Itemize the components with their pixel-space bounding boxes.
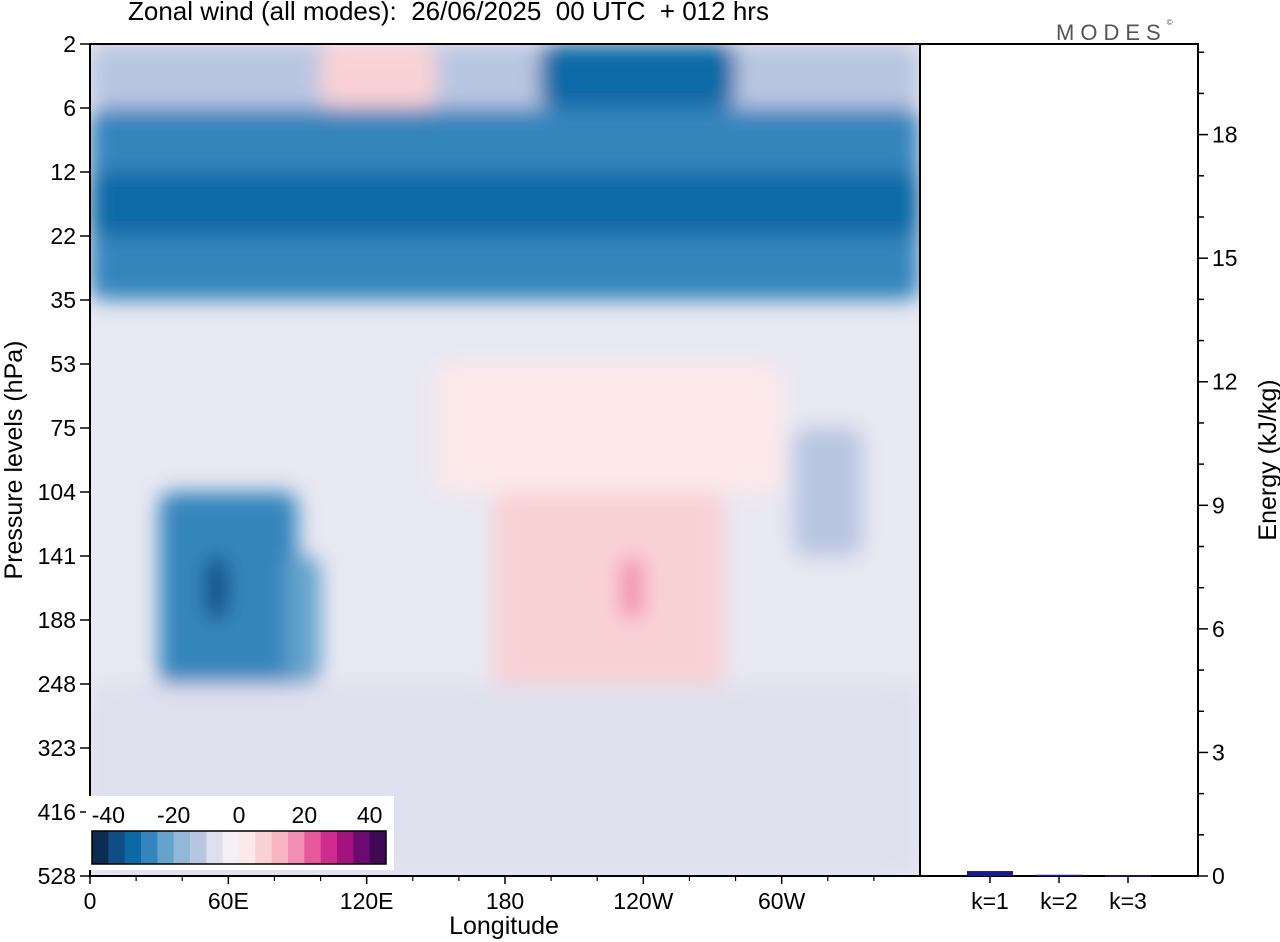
heatmap-plot — [89, 43, 921, 877]
heatmap-region — [205, 556, 229, 620]
y-axis-label: Pressure levels (hPa) — [0, 341, 28, 580]
energy-tick-label: 18 — [1212, 122, 1238, 148]
energy-bar-plot: 0 3 6 9 12 15 18 k=1 k=2 k=3 — [919, 43, 1238, 914]
energy-bar — [1036, 874, 1082, 877]
x-tick-label: 0 — [84, 888, 97, 914]
x-tick-label: 120W — [613, 888, 673, 914]
colorbar-swatch — [320, 831, 338, 864]
y-tick-label: 248 — [38, 671, 76, 697]
colorbar-swatch — [239, 831, 256, 864]
x-tick-label: 120E — [340, 888, 394, 914]
colorbar-swatch — [255, 831, 273, 864]
heatmap-region — [793, 428, 863, 556]
colorbar-swatch — [337, 831, 354, 864]
energy-plot-frame — [919, 43, 1199, 877]
y-tick-label: 35 — [50, 287, 76, 313]
colorbar-swatch — [288, 831, 305, 864]
chart-title: Zonal wind (all modes): 26/06/2025 00 UT… — [128, 0, 769, 26]
heatmap-region — [90, 44, 920, 108]
heatmap-region — [320, 44, 436, 108]
energy-category-label: k=3 — [1109, 888, 1147, 914]
y-tick-label: 6 — [63, 95, 76, 121]
colorbar-swatch — [271, 831, 289, 864]
y-tick-label: 22 — [50, 223, 76, 249]
brand-mark: © — [1166, 18, 1173, 27]
energy-tick-label: 9 — [1212, 492, 1225, 518]
brand-logo: MODES© — [1056, 18, 1173, 46]
x-tick-label: 180 — [486, 888, 524, 914]
energy-tick-label: 3 — [1212, 739, 1225, 765]
y-tick-label: 12 — [50, 159, 76, 185]
heatmap-region — [285, 556, 321, 684]
colorbar-swatch — [304, 831, 322, 864]
energy-category-axis: k=1 k=2 k=3 — [971, 876, 1147, 914]
y-tick-label: 416 — [38, 799, 76, 825]
colorbar-tick-label: 0 — [233, 802, 246, 828]
colorbar-swatch — [206, 831, 224, 864]
energy-tick-label: 15 — [1212, 245, 1238, 271]
x-tick-label: 60E — [208, 888, 249, 914]
colorbar-swatch — [190, 831, 207, 864]
y-axis: 2 6 12 22 35 53 75 104 141 188 248 323 416 528 — [38, 31, 90, 889]
energy-bar — [1105, 875, 1151, 877]
energy-tick-label: 12 — [1212, 369, 1238, 395]
colorbar-swatches — [92, 831, 387, 864]
y-tick-label: 141 — [38, 543, 76, 569]
y-tick-label: 2 — [63, 31, 76, 57]
brand-text: MODES — [1056, 20, 1167, 45]
colorbar-tick-label: -20 — [157, 802, 190, 828]
energy-bars — [967, 871, 1151, 877]
colorbar-swatch — [92, 831, 109, 864]
colorbar-swatch — [108, 831, 126, 864]
energy-tick-label: 0 — [1212, 863, 1225, 889]
x-axis-label: Longitude — [449, 912, 559, 940]
heatmap-region — [539, 44, 736, 108]
colorbar-tick-label: 40 — [357, 802, 383, 828]
heatmap-region — [90, 172, 920, 236]
colorbar-tick-label: 20 — [292, 802, 318, 828]
colorbar-swatch — [141, 831, 158, 864]
x-axis: 0 60E 120E 180 120W 60W — [84, 876, 875, 914]
colorbar-swatch — [173, 831, 191, 864]
y-tick-label: 75 — [50, 415, 76, 441]
colorbar-tick-label: -40 — [92, 802, 125, 828]
energy-axis: 0 3 6 9 12 15 18 — [1198, 51, 1238, 889]
y-tick-label: 53 — [50, 351, 76, 377]
y-tick-label: 323 — [38, 735, 76, 761]
heatmap-region — [435, 364, 782, 492]
colorbar: -40 -20 0 20 40 — [86, 796, 394, 870]
colorbar-swatch — [353, 831, 371, 864]
colorbar-frame — [91, 830, 387, 865]
energy-bar — [967, 871, 1013, 876]
y-tick-label: 104 — [38, 479, 77, 505]
heatmap-region — [620, 556, 644, 620]
y-tick-label: 188 — [38, 607, 76, 633]
colorbar-swatch — [157, 831, 175, 864]
energy-category-label: k=2 — [1040, 888, 1078, 914]
y-tick-label: 528 — [38, 863, 76, 889]
colorbar-swatch — [124, 831, 142, 864]
energy-tick-label: 6 — [1212, 616, 1225, 642]
colorbar-swatch — [222, 831, 240, 864]
colorbar-ticks: -40 -20 0 20 40 — [92, 802, 383, 828]
energy-axis-label: Energy (kJ/kg) — [1254, 379, 1280, 540]
colorbar-swatch — [369, 831, 387, 864]
x-tick-label: 60W — [758, 888, 806, 914]
energy-category-label: k=1 — [971, 888, 1009, 914]
